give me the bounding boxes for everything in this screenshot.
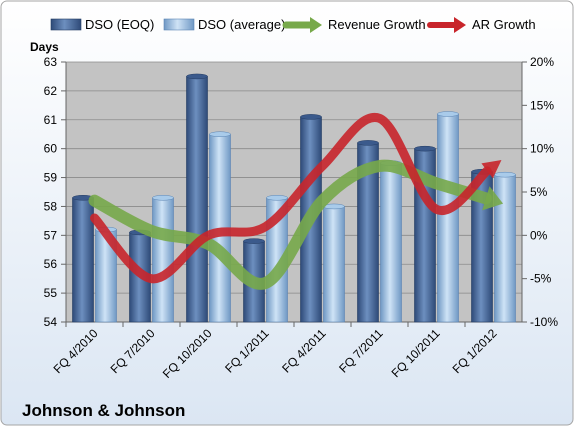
bar-dso-average <box>380 162 402 323</box>
legend-label-ar-growth: AR Growth <box>472 17 536 32</box>
bar-dso-eoq-top <box>357 140 379 146</box>
legend: DSO (EOQ) DSO (average) Revenue Growth AR G… <box>50 17 536 33</box>
legend-swatch-dso-eoq <box>50 18 82 31</box>
right-tick-label: -5% <box>530 272 552 286</box>
bar-dso-average-top <box>266 195 288 201</box>
right-tick-label: 15% <box>530 98 554 112</box>
ar-growth-line <box>90 112 492 284</box>
legend-label-dso-eoq: DSO (EOQ) <box>85 17 154 32</box>
left-tick-label: 58 <box>44 199 58 213</box>
left-tick-label: 62 <box>44 84 58 98</box>
left-tick-label: 61 <box>44 113 58 127</box>
bar-dso-eoq-top <box>300 114 322 120</box>
bar-dso-eoq-top <box>186 73 208 80</box>
legend-label-revenue-growth: Revenue Growth <box>328 17 426 32</box>
company-name: Johnson & Johnson <box>22 401 185 420</box>
left-tick-label: 57 <box>44 228 58 242</box>
bar-dso-eoq-top <box>414 145 436 152</box>
right-tick-label: 0% <box>530 228 548 242</box>
right-tick-label: 5% <box>530 185 548 199</box>
left-axis-label: Days <box>30 40 59 54</box>
bar-dso-average <box>437 113 459 323</box>
left-tick-label: 56 <box>44 257 58 271</box>
bar-dso-average-top <box>494 171 516 178</box>
bar-dso-eoq <box>186 76 208 323</box>
right-tick-label: 10% <box>530 142 554 156</box>
bar-dso-average <box>323 206 345 323</box>
bar-dso-eoq-top <box>243 238 265 244</box>
left-tick-label: 60 <box>44 142 58 156</box>
bar-dso-average-top <box>152 195 174 201</box>
left-tick-label: 55 <box>44 286 58 300</box>
left-tick-label: 63 <box>44 55 58 69</box>
bar-dso-average-top <box>209 131 231 137</box>
legend-swatch-dso-average <box>163 18 195 31</box>
left-tick-label: 54 <box>44 315 58 329</box>
revenue-growth-arrowhead <box>482 186 504 211</box>
bar-dso-average-top <box>437 111 459 117</box>
legend-arrow-ar-growth <box>454 17 466 33</box>
right-tick-label: 20% <box>530 55 554 69</box>
ar-growth-arrowhead <box>481 159 502 179</box>
left-tick-label: 59 <box>44 171 58 185</box>
legend-arrow-revenue-growth <box>310 17 322 33</box>
bar-dso-average <box>152 197 174 323</box>
legend-label-dso-average: DSO (average) <box>198 17 285 32</box>
revenue-growth-line <box>88 159 492 290</box>
right-tick-label: -10% <box>530 315 558 329</box>
